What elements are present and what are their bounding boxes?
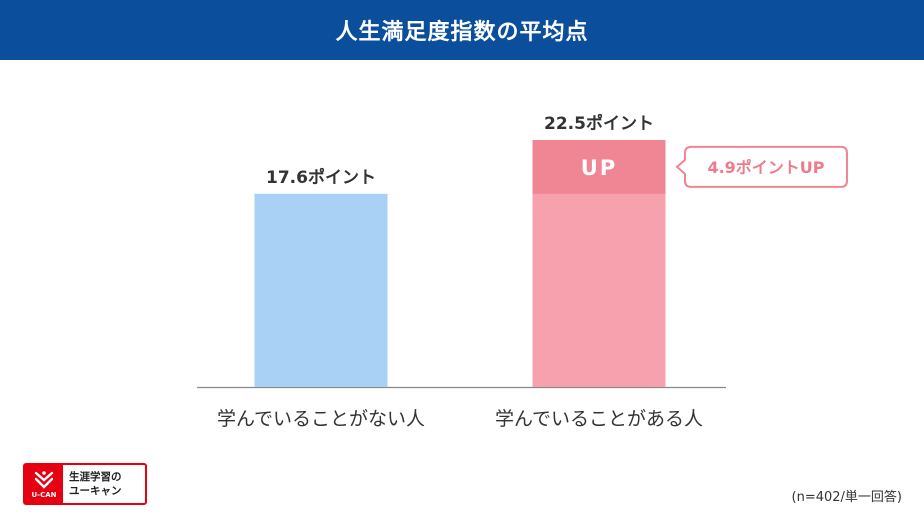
bar-up-segment: [532, 140, 666, 194]
ucan-emblem-icon: [34, 470, 54, 489]
data-label-1: 17.6ポイント: [266, 167, 376, 188]
bar-1: [254, 193, 388, 387]
category-label-2: 学んでいることがある人: [495, 408, 703, 430]
logo-line-1: 生涯学習の: [69, 471, 122, 483]
data-label-2: 22.5ポイント: [544, 113, 654, 134]
chart-title: 人生満足度指数の平均点: [335, 20, 589, 45]
logo-text: 生涯学習の ユーキャン: [63, 465, 145, 503]
increase-callout: [675, 145, 848, 188]
ucan-logo: U-CAN 生涯学習の ユーキャン: [23, 463, 147, 505]
sample-size-note: (n=402/単一回答): [791, 490, 902, 505]
logo-mark-text: U-CAN: [31, 490, 57, 499]
chart-title-bar: 人生満足度指数の平均点: [0, 0, 924, 60]
increase-callout-label: 4.9ポイントUP: [707, 158, 824, 177]
logo-line-2: ユーキャン: [69, 485, 122, 497]
bar-up-label: UP: [581, 156, 617, 180]
category-label-1: 学んでいることがない人: [217, 408, 425, 430]
ucan-logo-mark: U-CAN: [25, 465, 63, 503]
